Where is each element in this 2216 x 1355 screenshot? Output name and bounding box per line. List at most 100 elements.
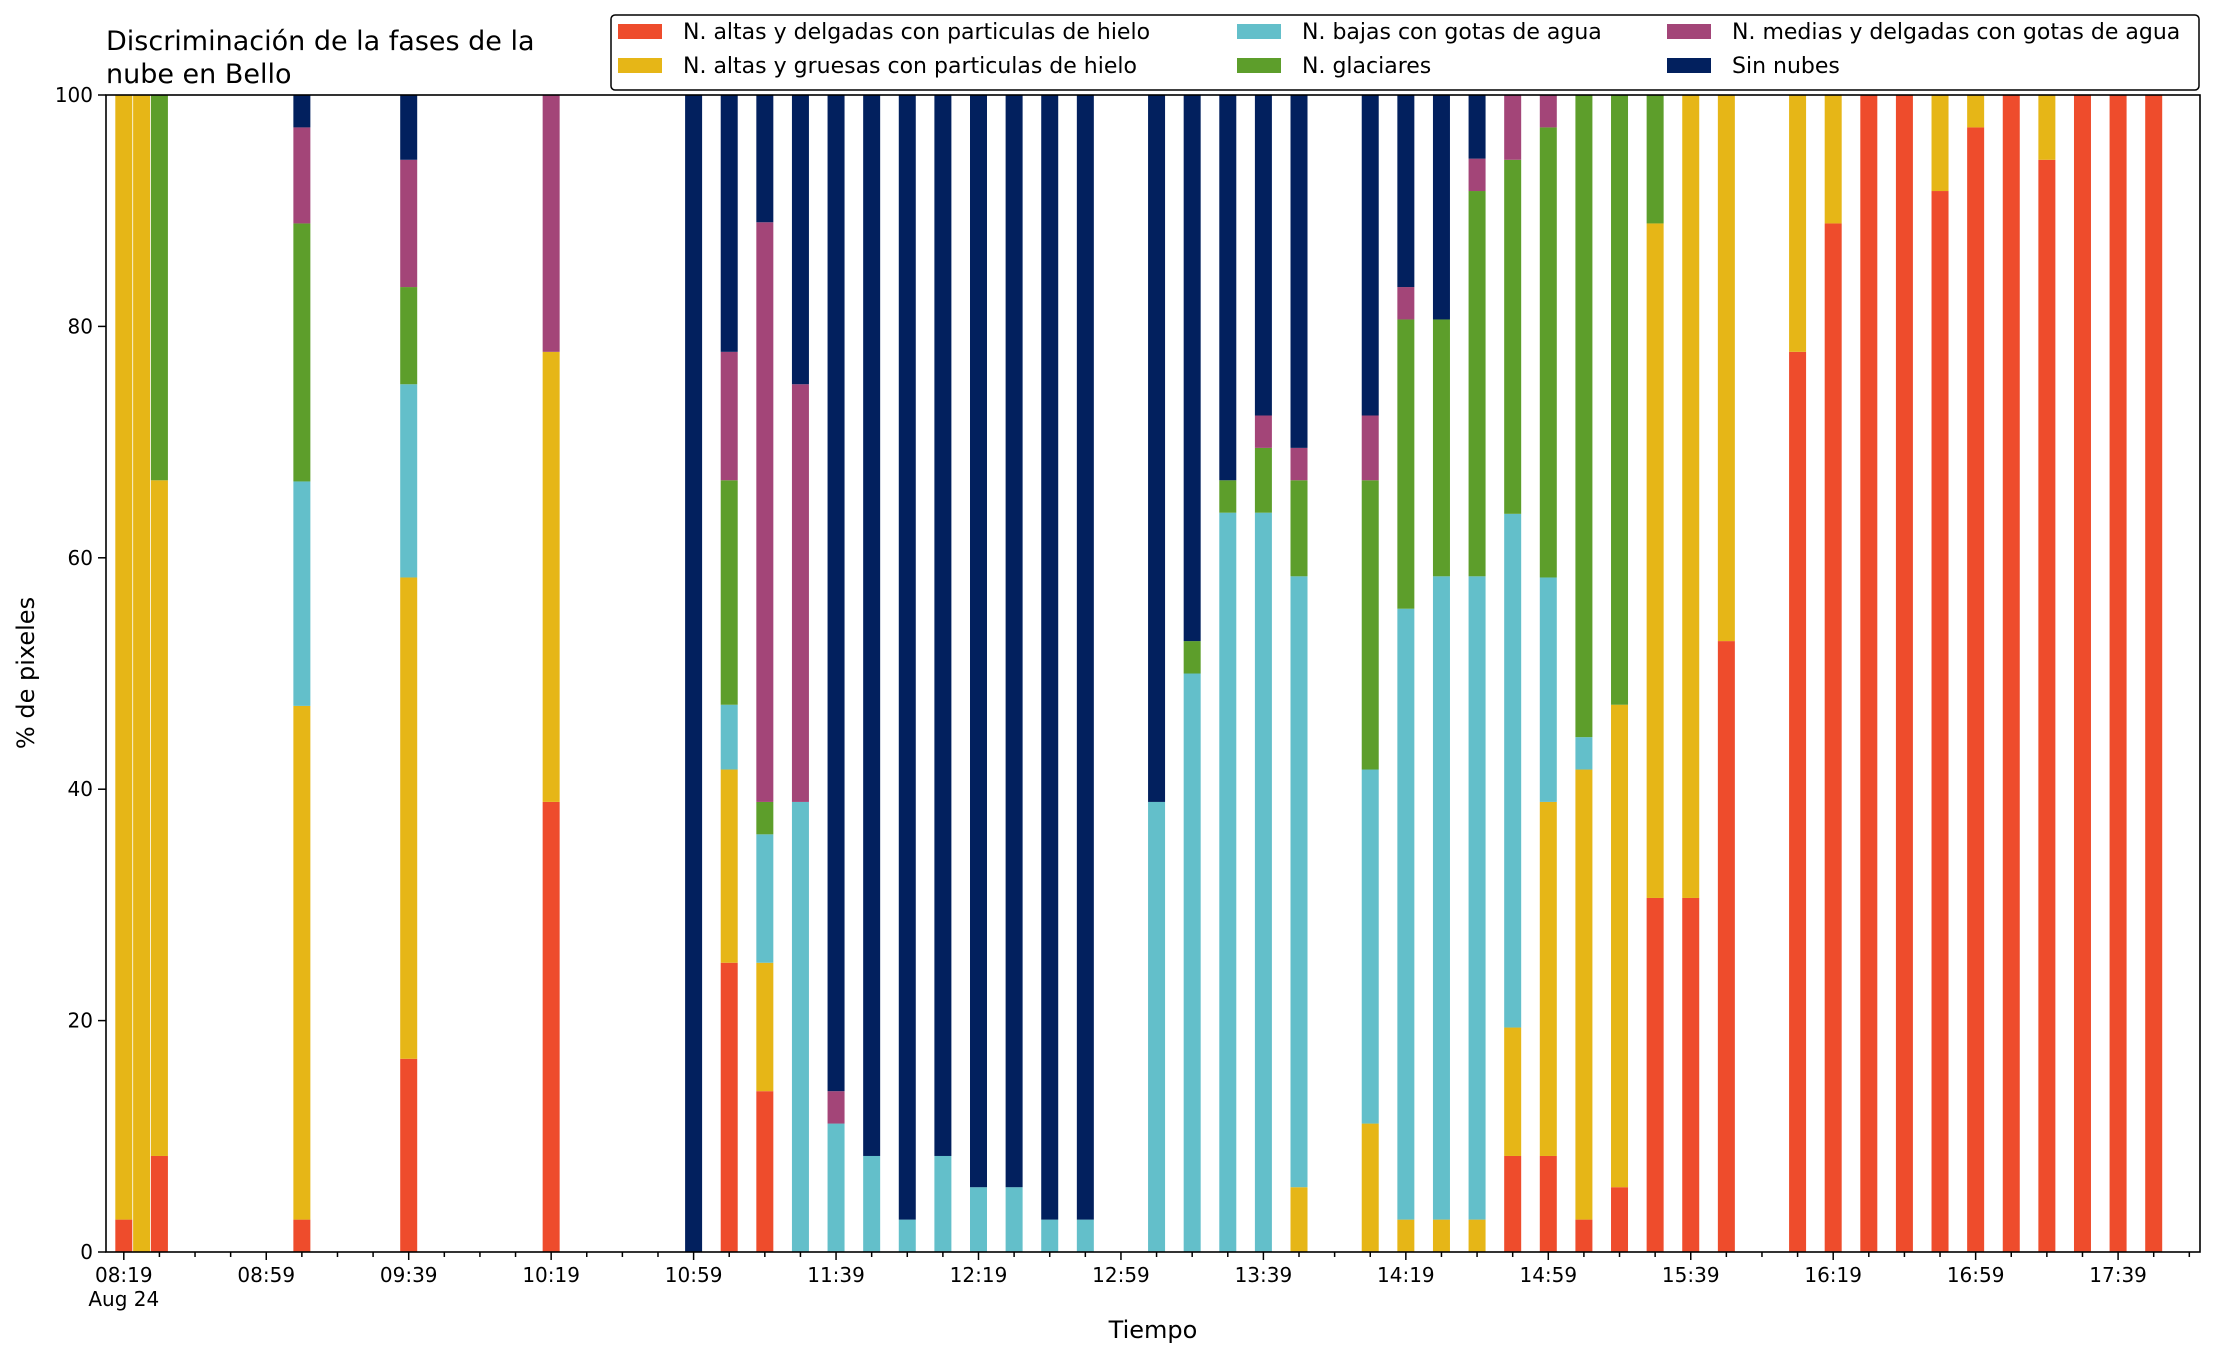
bar-segment-1439-s3 (1468, 191, 1486, 577)
bar-segment-1439-s2 (1468, 576, 1486, 1220)
y-tick-label: 60 (68, 546, 93, 570)
bar-segment-1429-s3 (1432, 319, 1450, 577)
bar-segment-1329-s3 (1219, 480, 1237, 513)
legend-swatch-5 (1667, 58, 1711, 73)
bar-segment-1539-s1 (1682, 95, 1700, 898)
chart-title-line-2: nube en Bello (106, 59, 292, 90)
bar-segment-1509-s2 (1575, 737, 1593, 770)
bar-segment-1109-s3 (720, 480, 738, 705)
legend-swatch-4 (1667, 24, 1711, 39)
bar-segment-0909-s1 (293, 705, 311, 1220)
y-axis: 0 20 40 60 80 100 (55, 83, 106, 1264)
x-tick-label: 16:19 (1804, 1263, 1862, 1287)
bar-segment-1329-s5 (1219, 95, 1237, 481)
bar-segment-1109-s2 (720, 704, 738, 770)
bar-segment-1209-s2 (934, 1155, 952, 1252)
bar-segment-1529-s1 (1646, 223, 1664, 898)
y-tick-label: 40 (68, 777, 93, 801)
bar-segment-1419-s2 (1397, 608, 1415, 1220)
x-tick-label: 10:19 (522, 1263, 580, 1287)
bar-segment-1449-s2 (1504, 513, 1522, 1028)
bar-segment-1119-s1 (756, 962, 774, 1092)
bar-segment-0909-s4 (293, 127, 311, 224)
x-tick-label: 15:39 (1662, 1263, 1720, 1287)
bar-segment-1459-s3 (1539, 127, 1557, 578)
y-axis-label: % de pixeles (12, 597, 40, 749)
bar-segment-1609-s0 (1789, 351, 1807, 1253)
bar-segment-0824-s1 (133, 95, 151, 1252)
bar-segment-1449-s3 (1504, 159, 1522, 514)
bar-segment-1349-s1 (1290, 1187, 1308, 1252)
bar-segment-1219-s5 (970, 95, 987, 1188)
x-tick-label: 09:39 (380, 1263, 438, 1287)
bar-segment-1619-s1 (1824, 95, 1842, 224)
x-tick-label: 08:19 (95, 1263, 153, 1287)
bar-segment-1109-s5 (720, 95, 738, 352)
legend-label-3: N. glaciares (1302, 54, 1431, 79)
bar-segment-0939-s4 (400, 159, 418, 288)
bar-segment-1339-s3 (1254, 447, 1272, 513)
bar-segment-1529-s0 (1646, 897, 1664, 1252)
bar-segment-1159-s5 (898, 95, 916, 1220)
legend-swatch-0 (618, 24, 662, 39)
chart-title-line-1: Discriminación de la fases de la (106, 26, 535, 57)
x-tick-label: 10:59 (665, 1263, 723, 1287)
bar-segment-1529-s3 (1646, 95, 1664, 224)
bar-segment-1649-s1 (1931, 95, 1949, 192)
bar-segment-1449-s4 (1504, 95, 1522, 160)
bar-segment-1509-s0 (1575, 1219, 1593, 1252)
bar-segment-1619-s0 (1824, 223, 1842, 1253)
bar-segment-1659-s1 (1967, 95, 1985, 128)
bar-segment-1449-s1 (1504, 1027, 1522, 1156)
bar-segment-0829-s3 (150, 95, 168, 481)
bar-segment-0819-s0 (115, 1219, 133, 1252)
bar-segment-1429-s1 (1432, 1219, 1450, 1252)
y-tick-label: 100 (55, 83, 93, 107)
bar-segment-1409-s2 (1361, 769, 1379, 1124)
bar-segment-0939-s2 (400, 384, 418, 578)
bar-segment-1119-s5 (756, 95, 774, 223)
bar-segment-1409-s1 (1361, 1123, 1379, 1252)
bar-segment-0819-s1 (115, 95, 133, 1220)
bar-segment-1129-s5 (791, 95, 809, 385)
bar-segment-0939-s0 (400, 1058, 418, 1252)
bar-segment-1319-s2 (1183, 673, 1201, 1252)
bar-segment-1119-s2 (756, 834, 774, 963)
legend-swatch-2 (1237, 24, 1281, 39)
bar-segment-1139-s2 (827, 1123, 845, 1252)
bar-segment-1349-s3 (1290, 480, 1308, 577)
legend-label-2: N. bajas con gotas de agua (1302, 20, 1602, 45)
plot-frame (105, 94, 2201, 1253)
x-tick-date-label: Aug 24 (88, 1287, 159, 1311)
x-tick-label: 14:59 (1519, 1263, 1577, 1287)
bar-segment-1519-s3 (1611, 95, 1629, 705)
bar-segment-1429-s2 (1432, 576, 1450, 1220)
bar-segment-1309-s2 (1148, 801, 1166, 1252)
bar-segment-1649-s0 (1931, 191, 1949, 1252)
bar-segment-1749-s0 (2145, 95, 2163, 1252)
legend-swatch-3 (1237, 58, 1281, 73)
bar-segment-1439-s1 (1468, 1219, 1486, 1252)
bar-segment-1229-s5 (1005, 95, 1023, 1188)
bar-segment-1229-s2 (1005, 1187, 1023, 1252)
x-tick-label: 13:39 (1235, 1263, 1293, 1287)
bar-segment-0939-s3 (400, 287, 418, 385)
bar-segment-1239-s2 (1041, 1219, 1059, 1252)
bar-segment-1139-s4 (827, 1091, 845, 1124)
bar-segment-0909-s2 (293, 481, 311, 706)
bar-segment-1409-s4 (1361, 415, 1379, 481)
bar-segment-1319-s5 (1183, 95, 1201, 642)
x-tick-label: 12:59 (1092, 1263, 1150, 1287)
bar-segment-1349-s5 (1290, 95, 1308, 448)
bar-segment-1109-s1 (720, 769, 738, 963)
bar-segment-1549-s1 (1717, 95, 1735, 642)
x-axis-label: Tiempo (1108, 1316, 1198, 1344)
bar-segment-1149-s5 (863, 95, 881, 1156)
bar-segment-1539-s0 (1682, 897, 1700, 1252)
bar-segment-1129-s4 (791, 384, 809, 802)
bar-segment-1639-s0 (1895, 95, 1913, 1252)
bar-segment-1239-s5 (1041, 95, 1059, 1220)
bar-segment-1509-s1 (1575, 769, 1593, 1220)
bars-layer (115, 95, 2163, 1253)
bar-segment-1219-s2 (970, 1187, 987, 1252)
